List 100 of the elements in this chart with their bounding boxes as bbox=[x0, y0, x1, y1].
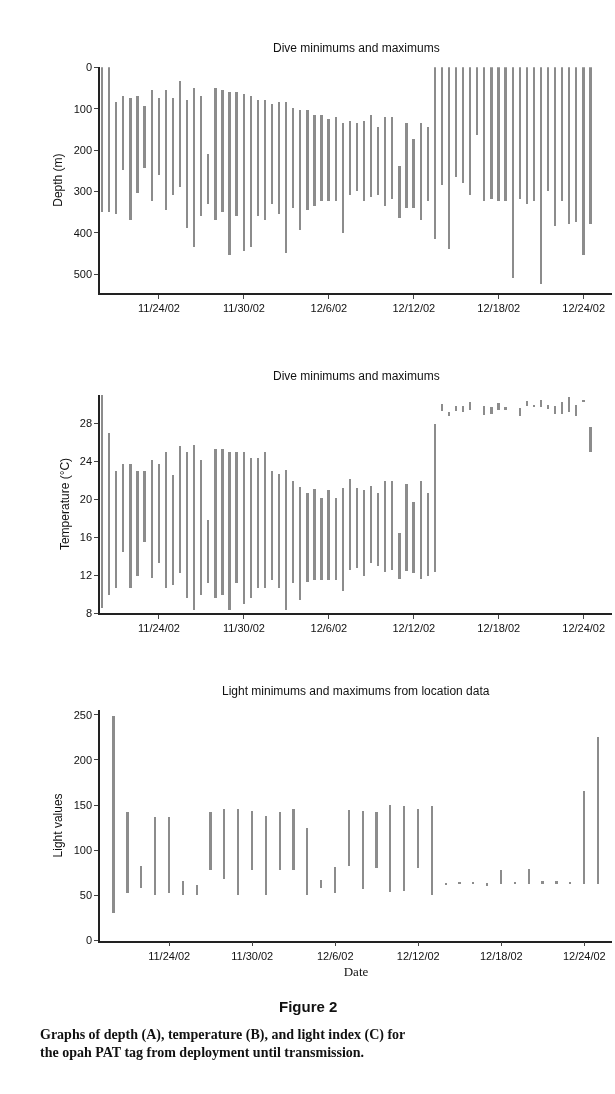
bar bbox=[455, 67, 457, 178]
bar bbox=[223, 809, 225, 880]
bar bbox=[384, 117, 386, 207]
y-tick-label: 24 bbox=[79, 455, 93, 468]
y-tick-label: 8 bbox=[85, 607, 93, 620]
bar bbox=[561, 67, 563, 202]
x-tick-label: 12/6/02 bbox=[316, 949, 354, 962]
y-axis-title: Light values bbox=[51, 793, 66, 858]
x-axis-title: Date bbox=[343, 963, 369, 979]
bar bbox=[540, 67, 542, 285]
bar bbox=[528, 869, 530, 885]
bar bbox=[292, 108, 294, 209]
bar bbox=[186, 451, 188, 598]
bar bbox=[504, 67, 507, 202]
bar bbox=[143, 106, 146, 169]
bar bbox=[568, 67, 570, 225]
bar bbox=[575, 404, 577, 416]
bar bbox=[582, 67, 585, 256]
bar bbox=[541, 881, 544, 885]
y-axis-title: Depth (m) bbox=[51, 153, 66, 207]
bar bbox=[151, 459, 153, 578]
bar bbox=[469, 67, 471, 196]
y-tick-label: 16 bbox=[79, 531, 93, 544]
bar bbox=[158, 98, 160, 176]
x-tick-label: 11/24/02 bbox=[137, 301, 180, 314]
chart-title: Dive minimums and maximums bbox=[273, 369, 440, 383]
bar bbox=[335, 497, 337, 580]
bar bbox=[136, 96, 139, 194]
bar bbox=[115, 470, 117, 588]
y-tick-label: 12 bbox=[79, 569, 93, 582]
bar bbox=[441, 67, 443, 186]
x-tick-label: 12/6/02 bbox=[310, 301, 348, 314]
bar bbox=[389, 805, 391, 893]
bar bbox=[342, 487, 344, 591]
y-tick-label: 250 bbox=[73, 708, 93, 721]
bar bbox=[129, 98, 132, 221]
bar bbox=[504, 406, 507, 410]
bar bbox=[445, 883, 447, 886]
bar bbox=[112, 716, 115, 914]
bar bbox=[519, 67, 521, 200]
bar bbox=[207, 519, 209, 583]
bar bbox=[483, 67, 485, 202]
x-tick-label: 12/6/02 bbox=[310, 622, 348, 635]
bar bbox=[458, 882, 461, 885]
bar bbox=[514, 882, 516, 885]
bar bbox=[101, 67, 103, 213]
chart-title: Dive minimums and maximums bbox=[273, 41, 440, 55]
y-tick-label: 200 bbox=[73, 143, 93, 156]
bar bbox=[434, 67, 436, 240]
bar bbox=[448, 411, 450, 416]
y-tick-label: 400 bbox=[73, 226, 93, 239]
bar bbox=[154, 817, 156, 896]
bar bbox=[264, 100, 266, 221]
bar bbox=[172, 474, 174, 585]
bar bbox=[334, 867, 336, 894]
bar bbox=[356, 487, 358, 568]
bar bbox=[327, 489, 330, 580]
bar bbox=[412, 139, 415, 209]
bar bbox=[243, 451, 245, 604]
bar bbox=[448, 67, 450, 250]
bar bbox=[292, 809, 295, 871]
y-tick-label: 0 bbox=[85, 934, 93, 947]
bar bbox=[412, 501, 415, 573]
bar bbox=[265, 816, 267, 896]
bar bbox=[597, 737, 599, 885]
bar bbox=[320, 115, 323, 202]
x-tick-label: 12/24/02 bbox=[562, 949, 606, 962]
bar bbox=[363, 121, 365, 202]
bar bbox=[490, 67, 493, 200]
bar bbox=[417, 809, 419, 869]
x-tick-label: 12/24/02 bbox=[562, 622, 606, 635]
bar bbox=[250, 96, 252, 248]
bar bbox=[526, 400, 528, 406]
x-tick-label: 11/24/02 bbox=[148, 949, 191, 962]
y-tick-label: 20 bbox=[79, 493, 93, 506]
bar bbox=[306, 492, 309, 582]
bar bbox=[306, 828, 308, 896]
bar bbox=[391, 117, 393, 200]
chart-title: Light minimums and maximums from location data bbox=[222, 684, 490, 698]
bar bbox=[555, 881, 558, 885]
y-tick-label: 500 bbox=[73, 268, 93, 281]
bar bbox=[335, 117, 337, 202]
bar bbox=[427, 127, 429, 202]
bar bbox=[235, 451, 238, 583]
bar bbox=[398, 166, 401, 219]
bar bbox=[126, 812, 129, 894]
bar bbox=[143, 470, 146, 542]
bar bbox=[209, 812, 212, 871]
bar bbox=[140, 866, 142, 889]
bar bbox=[554, 67, 556, 227]
bar bbox=[271, 470, 273, 580]
bar bbox=[398, 532, 401, 579]
bar bbox=[257, 100, 259, 217]
bar bbox=[349, 478, 351, 570]
bar bbox=[158, 463, 160, 563]
bar bbox=[554, 405, 556, 414]
bar bbox=[441, 403, 443, 411]
bar bbox=[168, 817, 170, 894]
bar bbox=[285, 102, 287, 254]
bar bbox=[462, 67, 464, 184]
